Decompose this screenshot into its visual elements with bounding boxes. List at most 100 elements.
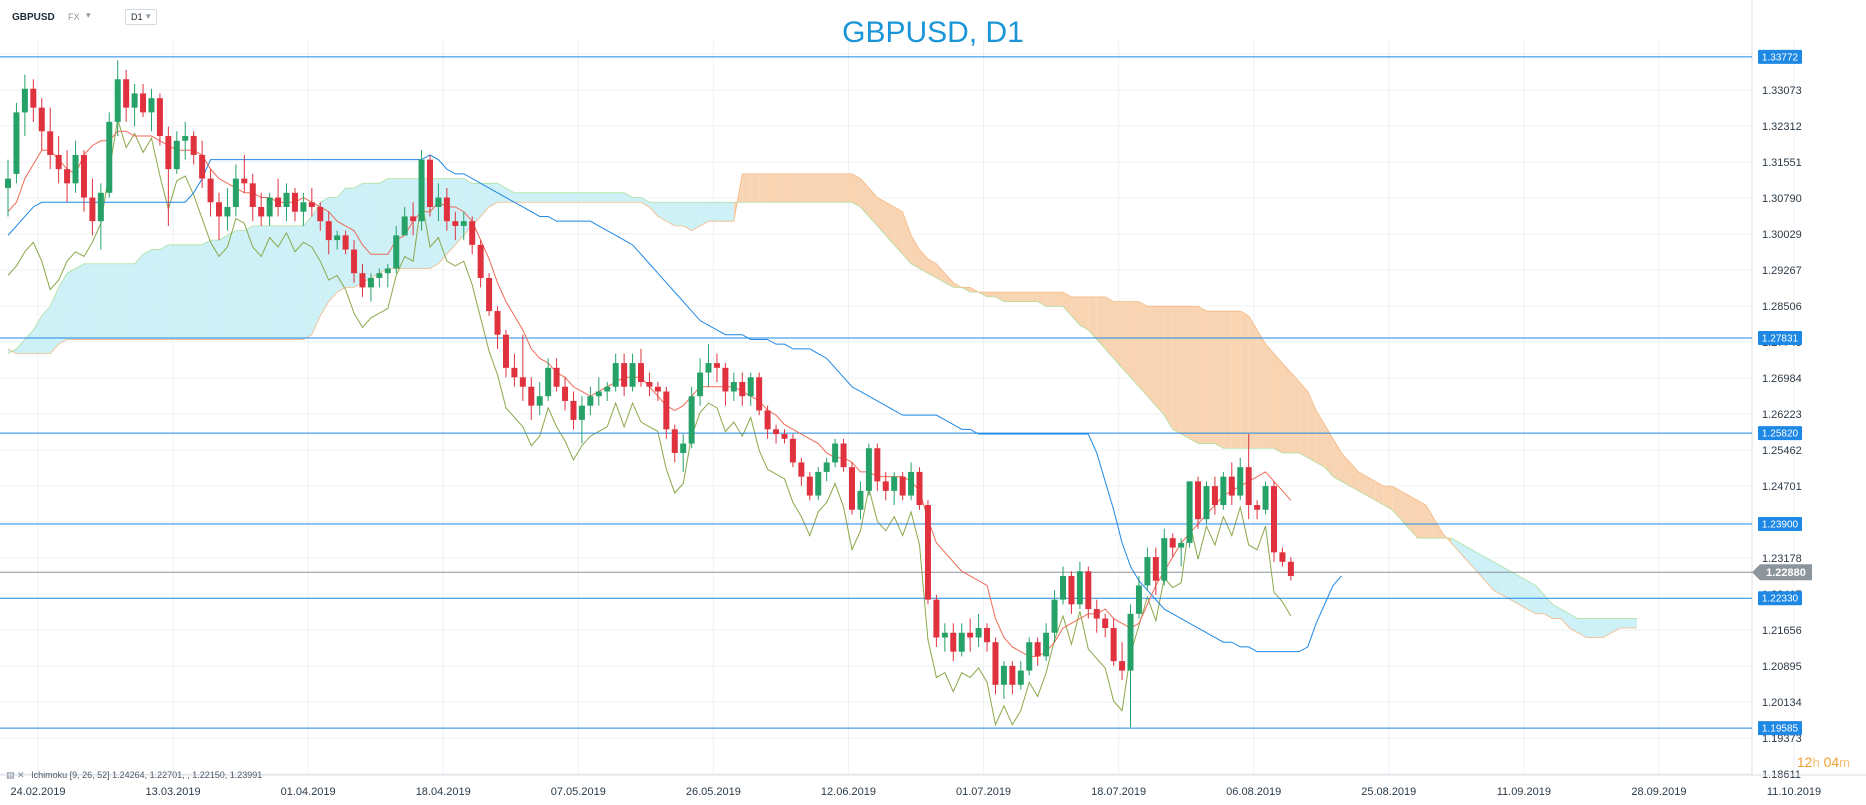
countdown-m-unit: m [1839, 755, 1850, 770]
cloud-segment-bullish [311, 202, 321, 335]
candle-up [460, 221, 467, 226]
cloud-segment-bearish [1383, 486, 1393, 510]
candle-down [1034, 642, 1041, 657]
candle-up [1026, 642, 1033, 671]
cloud-segment-bearish [877, 197, 886, 236]
indicator-settings-icon[interactable]: ▤ ✕ [6, 770, 25, 780]
cloud-segment-bearish [750, 173, 760, 203]
candle-down [123, 79, 130, 108]
market-type-label[interactable]: FX [68, 12, 80, 22]
cloud-segment-bearish [1257, 329, 1266, 449]
candle-down [638, 363, 644, 383]
cloud-segment-bullish [657, 202, 667, 222]
candle-up [182, 136, 189, 141]
cloud-segment-bearish [1206, 311, 1215, 444]
level-tag [1758, 516, 1802, 531]
cloud-segment-bullish [286, 225, 295, 340]
candle-down [55, 154, 62, 170]
candle-up [1076, 571, 1083, 605]
x-tick-label: 26.05.2019 [686, 786, 741, 798]
cloud-segment-bearish [801, 173, 810, 203]
chevron-down-icon[interactable]: ▾ [86, 10, 91, 20]
y-tick-label: 1.30029 [1762, 229, 1802, 241]
timeframe-select[interactable]: D1 ▾ [125, 9, 157, 25]
cloud-segment-bearish [792, 173, 802, 203]
cloud-segment-bearish [1079, 296, 1089, 330]
candle-up [857, 490, 864, 510]
candle-down [1271, 486, 1277, 553]
candle-down [722, 367, 729, 392]
cloud-segment-bullish [590, 192, 599, 203]
cloud-segment-bearish [1341, 452, 1350, 487]
cloud-segment-bullish [100, 263, 110, 340]
cloud-segment-bullish [1603, 618, 1612, 638]
candle-countdown: 12h 04m [1797, 754, 1850, 770]
cloud-segment-bullish [219, 235, 228, 340]
cloud-segment-bullish [674, 202, 684, 226]
x-tick-label: 06.08.2019 [1226, 786, 1281, 798]
y-tick-label: 1.26223 [1762, 409, 1802, 421]
cloud-segment-bullish [1594, 618, 1604, 638]
cloud-segment-bullish [1518, 575, 1528, 610]
cloud-segment-bullish [514, 192, 523, 203]
candle-up [1127, 613, 1134, 671]
cloud-segment-bearish [843, 173, 852, 203]
candle-up [1017, 670, 1024, 685]
candle-down [756, 377, 763, 411]
cloud-segment-bearish [852, 173, 861, 207]
candle-down [47, 131, 54, 155]
candle-up [587, 396, 594, 406]
candle-up [376, 273, 383, 278]
candle-up [5, 178, 11, 189]
indicator-legend: ▤ ✕ Ichimoku [9, 26, 52] 1.24264, 1.2270… [6, 770, 262, 781]
candle-down [275, 197, 282, 207]
cloud-segment-bullish [691, 202, 701, 231]
candle-up [604, 386, 611, 392]
candle-down [1110, 628, 1117, 662]
cloud-segment-bullish [624, 192, 633, 203]
cloud-segment-bullish [244, 225, 253, 340]
cloud-segment-bullish [556, 192, 566, 203]
level-tag [1758, 426, 1802, 441]
timeframe-label: D1 [131, 12, 143, 22]
countdown-minutes: 04 [1823, 754, 1840, 770]
candle-up [832, 443, 839, 463]
candle-down [933, 599, 940, 638]
cloud-segment-bearish [1113, 301, 1123, 368]
cloud-segment-bullish [303, 216, 312, 340]
cloud-segment-bearish [885, 202, 895, 245]
current-price-label: 1.22880 [1766, 567, 1806, 579]
candle-up [629, 363, 636, 387]
y-tick-label: 1.23178 [1762, 553, 1802, 565]
cloud-segment-bearish [742, 173, 751, 203]
cloud-segment-bearish [1324, 424, 1334, 477]
cloud-segment-bullish [168, 244, 177, 340]
cloud-segment-bearish [1417, 500, 1426, 539]
candle-down [1279, 552, 1286, 562]
cloud-segment-bearish [1299, 382, 1308, 458]
chikou-span [7, 119, 1292, 727]
cloud-segment-bullish [607, 192, 616, 203]
cloud-segment-bearish [1003, 292, 1013, 302]
candle-down [646, 382, 653, 387]
candle-down [308, 202, 315, 207]
cloud-segment-bullish [151, 249, 160, 340]
cloud-segment-bearish [936, 263, 945, 283]
cloud-segment-bullish [185, 244, 194, 340]
candle-down [654, 386, 661, 392]
y-tick-label: 1.19373 [1762, 733, 1802, 745]
cloud-segment-bullish [1510, 571, 1519, 605]
cloud-segment-bullish [1544, 594, 1553, 619]
candle-down [984, 628, 991, 643]
cloud-segment-bullish [565, 192, 574, 203]
symbol-label[interactable]: GBPUSD [12, 12, 55, 23]
cloud-segment-bullish [1552, 604, 1561, 619]
candle-down [916, 471, 923, 506]
cloud-segment-bearish [1147, 306, 1156, 406]
candle-down [38, 107, 45, 132]
cloud-segment-bearish [776, 173, 785, 203]
candle-down [1169, 538, 1176, 548]
current-price-tag [1752, 564, 1812, 581]
indicator-name[interactable]: Ichimoku [31, 770, 68, 780]
